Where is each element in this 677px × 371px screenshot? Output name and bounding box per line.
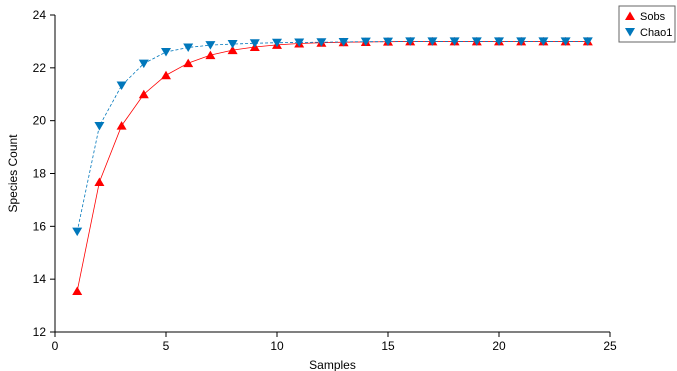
data-point (383, 37, 393, 47)
series-chao1 (72, 37, 593, 237)
data-point (205, 41, 216, 50)
x-tick-label: 20 (492, 339, 506, 353)
data-point (294, 38, 305, 47)
data-point (405, 37, 416, 46)
data-point (272, 38, 282, 48)
data-point (227, 40, 238, 49)
series-layer (72, 36, 593, 296)
data-point (138, 89, 149, 99)
data-point (138, 59, 149, 69)
data-point (116, 81, 127, 91)
data-point (116, 121, 127, 130)
data-point (161, 70, 171, 80)
y-tick-label: 16 (33, 219, 47, 233)
data-point (360, 37, 371, 47)
legend-marker (625, 28, 635, 37)
data-point (494, 37, 504, 46)
data-point (183, 43, 194, 52)
x-tick-label: 5 (163, 339, 170, 353)
y-tick-label: 20 (33, 114, 47, 128)
x-axis-ticks: 0 5 10 15 20 25 (52, 332, 617, 353)
y-tick-label: 24 (33, 8, 47, 22)
data-point (582, 37, 593, 46)
data-point (249, 39, 260, 48)
data-point (427, 37, 438, 46)
data-point (538, 37, 549, 46)
legend-label: Sobs (640, 11, 666, 23)
data-point (227, 45, 238, 55)
data-point (94, 121, 105, 131)
y-axis-ticks: 12 14 16 18 20 22 24 (33, 8, 55, 339)
data-point (449, 37, 460, 46)
series-line (76, 41, 588, 232)
y-tick-label: 18 (33, 167, 47, 181)
legend: Sobs Chao1 (618, 5, 676, 43)
x-axis-title: Samples (309, 358, 356, 371)
legend-marker (625, 11, 635, 20)
x-tick-label: 15 (381, 339, 395, 353)
series-sobs (72, 36, 593, 296)
data-point (205, 50, 216, 60)
data-point (94, 177, 105, 186)
x-tick-label: 25 (603, 339, 617, 353)
data-point (471, 37, 482, 46)
data-point (72, 227, 83, 237)
y-axis-title: Species Count (6, 134, 20, 213)
data-point (161, 47, 171, 57)
data-point (560, 37, 571, 46)
series-line (76, 41, 588, 292)
axes (54, 15, 610, 333)
x-tick-label: 10 (270, 339, 284, 353)
x-tick-label: 0 (52, 339, 59, 353)
data-point (72, 286, 83, 296)
legend-label: Chao1 (640, 27, 672, 39)
y-tick-label: 14 (33, 272, 47, 286)
data-point (316, 38, 327, 47)
y-tick-label: 12 (33, 325, 47, 339)
y-tick-label: 22 (33, 61, 47, 75)
data-point (516, 37, 527, 46)
data-point (338, 37, 349, 47)
legend-box (618, 5, 676, 43)
data-point (183, 58, 194, 68)
